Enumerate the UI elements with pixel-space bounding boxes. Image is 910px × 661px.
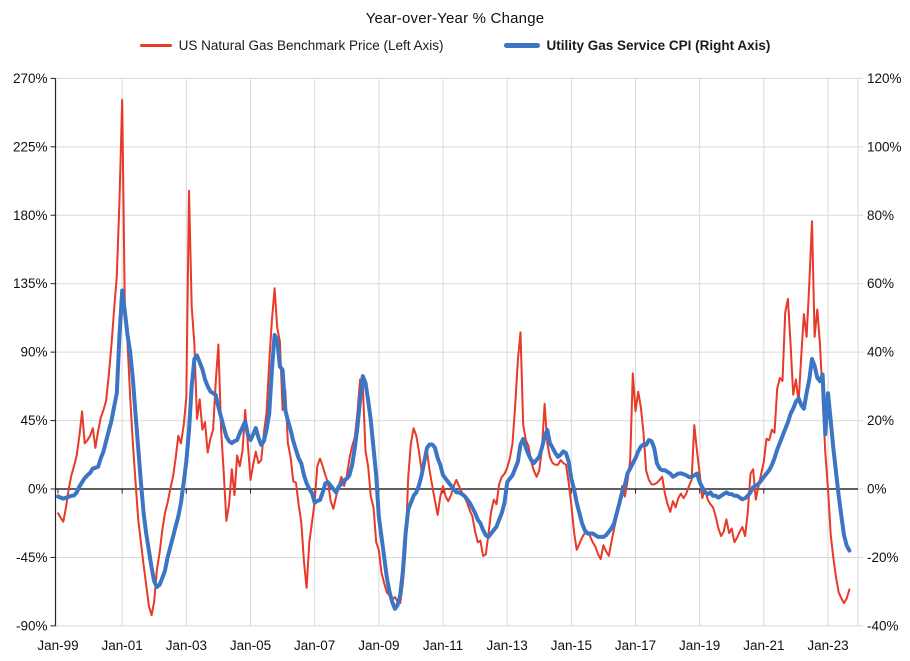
right-axis-tick-label: 20% <box>867 413 894 428</box>
x-axis-tick-label: Jan-01 <box>102 638 143 653</box>
x-axis-tick-label: Jan-23 <box>807 638 848 653</box>
chart-legend: US Natural Gas Benchmark Price (Left Axi… <box>0 38 910 53</box>
x-axis-tick-label: Jan-07 <box>294 638 335 653</box>
x-axis-tick-label: Jan-99 <box>37 638 78 653</box>
legend-item-natural-gas: US Natural Gas Benchmark Price (Left Axi… <box>139 38 444 53</box>
left-axis-tick-label: 135% <box>13 276 48 291</box>
x-axis-tick-label: Jan-13 <box>487 638 528 653</box>
left-axis-tick-label: -90% <box>16 618 48 633</box>
right-axis-tick-label: 100% <box>867 139 902 154</box>
x-axis-tick-label: Jan-03 <box>166 638 207 653</box>
series-natural-gas-line <box>57 98 851 617</box>
blue-line-swatch-icon <box>503 43 540 48</box>
legend-item-utility-cpi: Utility Gas Service CPI (Right Axis) <box>503 38 771 53</box>
left-axis-tick-label: 225% <box>13 139 48 154</box>
left-axis-tick-label: -45% <box>16 550 48 565</box>
left-axis-tick-label: 90% <box>20 345 47 360</box>
x-axis-tick-label: Jan-09 <box>358 638 399 653</box>
right-axis-tick-label: 0% <box>867 482 887 497</box>
left-axis-tick-label: 45% <box>20 413 47 428</box>
left-axis-tick-label: 270% <box>13 71 48 86</box>
x-axis-tick-label: Jan-11 <box>423 638 463 653</box>
x-axis-tick-label: Jan-21 <box>743 638 784 653</box>
right-axis-tick-label: 60% <box>867 276 894 291</box>
right-axis-tick-label: -40% <box>867 618 899 633</box>
left-axis-tick-label: 180% <box>13 208 48 223</box>
red-line-swatch-icon <box>139 44 172 47</box>
x-axis-tick-label: Jan-17 <box>615 638 656 653</box>
legend-label-utility-cpi: Utility Gas Service CPI (Right Axis) <box>546 38 771 53</box>
left-axis-tick-label: 0% <box>28 482 48 497</box>
right-axis-tick-label: 40% <box>867 345 894 360</box>
right-axis-tick-label: 80% <box>867 208 894 223</box>
chart-title: Year-over-Year % Change <box>365 10 545 27</box>
x-axis-tick-label: Jan-05 <box>230 638 271 653</box>
right-axis-tick-label: 120% <box>867 71 902 86</box>
right-axis-tick-label: -20% <box>867 550 899 565</box>
x-axis-tick-label: Jan-19 <box>679 638 720 653</box>
x-axis-tick-label: Jan-15 <box>551 638 592 653</box>
legend-label-natural-gas: US Natural Gas Benchmark Price (Left Axi… <box>178 38 444 53</box>
series-utility-cpi-line <box>56 288 852 611</box>
